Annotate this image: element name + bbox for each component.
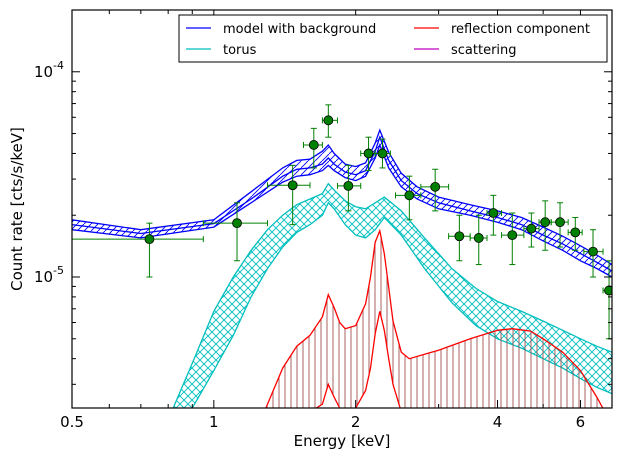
x-tick-label: 2	[351, 413, 361, 431]
plot-frame	[71, 9, 613, 409]
reflection-lower-line	[315, 311, 401, 408]
model-lower-line	[72, 143, 612, 278]
data-point-18	[567, 216, 583, 251]
data-marker	[287, 180, 298, 191]
data-point-17	[550, 202, 569, 248]
x-axis-title: Energy [keV]	[294, 432, 391, 450]
data-marker	[323, 115, 334, 126]
data-point-2	[202, 202, 269, 262]
x-tick-label: 6	[576, 413, 586, 431]
data-marker	[343, 180, 354, 191]
data-marker	[430, 181, 441, 192]
data-point-10	[420, 168, 450, 212]
data-point-12	[469, 214, 488, 266]
data-marker	[507, 230, 518, 241]
data-marker	[144, 234, 155, 245]
data-marker	[488, 208, 499, 218]
data-point-3	[267, 164, 311, 226]
data-marker	[473, 233, 484, 243]
data-point-13	[486, 194, 503, 236]
data-point-6	[336, 164, 362, 212]
y-tick-label: 10-5	[34, 264, 64, 286]
data-marker	[363, 148, 374, 159]
model-upper-line	[72, 128, 612, 266]
data-marker	[555, 217, 565, 228]
data-marker	[308, 140, 319, 150]
data-marker	[232, 218, 242, 229]
y-tick-base: 10	[34, 63, 53, 81]
legend-label: scattering	[451, 43, 517, 58]
data-marker	[570, 227, 581, 238]
data-point-4	[303, 127, 323, 169]
y-tick-exponent: -4	[53, 59, 64, 72]
reflection-band	[265, 230, 603, 408]
legend-label: torus	[223, 43, 257, 58]
data-marker	[377, 148, 388, 159]
y-tick-base: 10	[34, 268, 53, 286]
data-marker	[454, 231, 465, 242]
data-point-8	[374, 138, 391, 169]
data-point-9	[395, 175, 422, 221]
plot-area	[72, 104, 612, 408]
legend-label: model with background	[223, 22, 376, 37]
legend-box	[178, 14, 608, 63]
reflection-upper-line	[265, 228, 604, 408]
data-marker	[526, 223, 537, 234]
y-tick-exponent: -5	[53, 264, 64, 277]
x-tick-label: 1	[209, 413, 219, 431]
x-tick-label: 4	[493, 413, 503, 431]
legend: model with background reflection componen…	[178, 14, 608, 63]
data-point-15	[523, 212, 540, 248]
torus-upper-line	[172, 182, 612, 408]
x-tick-label: 0.5	[60, 413, 84, 431]
data-marker	[404, 190, 415, 201]
legend-label: reflection component	[451, 22, 590, 37]
data-point-7	[360, 136, 376, 172]
data-point-1	[72, 222, 204, 278]
data-point-20	[602, 260, 612, 340]
y-tick-label: 10-4	[34, 59, 64, 81]
data-marker	[588, 246, 598, 257]
data-point-5	[321, 104, 338, 138]
y-axis-title: Count rate [cts/s/keV]	[8, 127, 26, 291]
data-marker	[540, 217, 551, 228]
data-point-14	[501, 212, 525, 266]
data-point-19	[583, 229, 604, 278]
torus-band	[173, 183, 612, 408]
